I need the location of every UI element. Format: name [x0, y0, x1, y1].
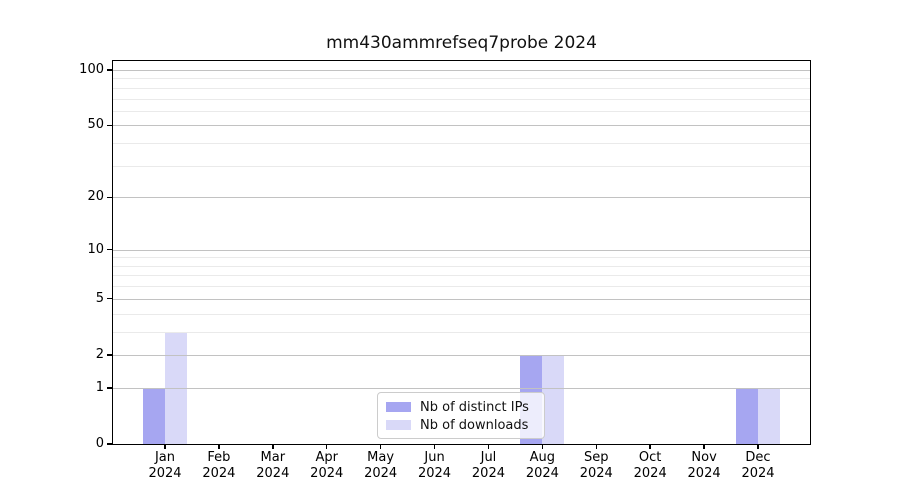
x-tick-month: Mar: [260, 450, 286, 465]
x-tick-mark-apr: [326, 444, 328, 449]
y-tick-label-100: 100: [79, 62, 104, 77]
x-tick-mark-mar: [272, 444, 274, 449]
y-tick-label-0: 0: [95, 436, 104, 451]
x-tick-month: Dec: [745, 450, 771, 465]
x-tick-label-oct: Oct 2024: [618, 450, 682, 482]
y-tick-mark-50: [107, 124, 113, 127]
x-tick-month: Feb: [207, 450, 231, 465]
x-tick-month: Apr: [315, 450, 338, 465]
bar-downloads-aug: [542, 354, 565, 444]
x-tick-year: 2024: [148, 466, 182, 481]
x-tick-year: 2024: [741, 466, 775, 481]
x-tick-mark-jun: [433, 444, 436, 449]
bars-layer: [113, 61, 810, 444]
x-tick-label-may: May 2024: [349, 450, 413, 482]
x-tick-month: Oct: [638, 450, 662, 465]
legend: Nb of distinct IPs Nb of downloads: [377, 392, 545, 439]
x-tick-label-sep: Sep 2024: [564, 450, 628, 482]
bar-downloads-jan: [165, 331, 187, 444]
x-tick-mark-dec: [757, 444, 759, 449]
x-tick-year: 2024: [310, 466, 344, 481]
y-tick-mark-0: [107, 443, 113, 445]
x-tick-mark-oct: [649, 444, 651, 449]
x-tick-year: 2024: [417, 466, 452, 481]
x-tick-year: 2024: [687, 466, 721, 481]
x-tick-mark-may: [379, 444, 382, 449]
plot-area: [112, 60, 811, 445]
x-tick-mark-jan: [164, 444, 166, 449]
y-tick-mark-5: [107, 298, 113, 300]
x-tick-month: Jul: [480, 450, 497, 465]
x-tick-label-mar: Mar 2024: [241, 450, 305, 482]
y-tick-label-20: 20: [87, 189, 104, 205]
legend-swatch-downloads: [386, 420, 411, 430]
y-tick-label-1: 1: [95, 379, 104, 395]
x-tick-label-aug: Aug 2024: [510, 450, 574, 482]
x-tick-label-jan: Jan 2024: [133, 450, 197, 482]
x-tick-label-nov: Nov 2024: [672, 450, 736, 482]
y-tick-label-2: 2: [95, 346, 104, 362]
x-tick-mark-jul: [487, 444, 490, 449]
bar-distinct-ips-dec: [736, 387, 758, 444]
y-tick-mark-10: [107, 248, 113, 251]
x-tick-month: Aug: [529, 450, 556, 465]
y-tick-mark-1: [107, 387, 113, 389]
legend-item-distinct-ips: Nb of distinct IPs: [386, 398, 536, 416]
x-tick-label-apr: Apr 2024: [295, 450, 359, 482]
y-tick-label-10: 10: [87, 241, 104, 257]
chart-title: mm430ammrefseq7probe 2024: [326, 33, 597, 53]
legend-swatch-distinct-ips: [386, 402, 411, 412]
x-tick-year: 2024: [525, 466, 559, 481]
y-tick-label-50: 50: [87, 117, 104, 133]
x-tick-year: 2024: [364, 466, 398, 481]
x-tick-month: Jan: [154, 450, 176, 465]
y-tick-mark-20: [107, 196, 113, 198]
x-tick-month: Sep: [584, 450, 609, 465]
y-tick-mark-100: [107, 69, 113, 71]
x-tick-year: 2024: [471, 466, 505, 481]
x-tick-year: 2024: [633, 466, 667, 481]
x-tick-label-feb: Feb 2024: [187, 450, 251, 482]
x-tick-label-dec: Dec 2024: [726, 450, 790, 482]
x-tick-mark-sep: [595, 444, 597, 449]
x-tick-mark-feb: [218, 444, 220, 449]
x-tick-year: 2024: [202, 466, 236, 481]
x-tick-mark-aug: [541, 444, 544, 449]
bar-downloads-dec: [758, 387, 780, 444]
x-tick-month: Nov: [691, 450, 717, 465]
x-tick-label-jun: Jun 2024: [403, 450, 467, 482]
x-tick-year: 2024: [579, 466, 613, 481]
y-tick-mark-2: [107, 354, 113, 356]
x-tick-month: Jun: [424, 450, 445, 465]
x-tick-month: May: [367, 450, 395, 465]
y-tick-label-5: 5: [95, 290, 104, 306]
legend-label-distinct-ips: Nb of distinct IPs: [420, 399, 529, 415]
legend-label-downloads: Nb of downloads: [420, 417, 529, 433]
x-tick-year: 2024: [256, 466, 290, 481]
bar-distinct-ips-jan: [143, 387, 165, 444]
legend-item-downloads: Nb of downloads: [386, 416, 536, 434]
x-tick-mark-nov: [703, 444, 705, 449]
x-tick-label-jul: Jul 2024: [456, 450, 520, 482]
